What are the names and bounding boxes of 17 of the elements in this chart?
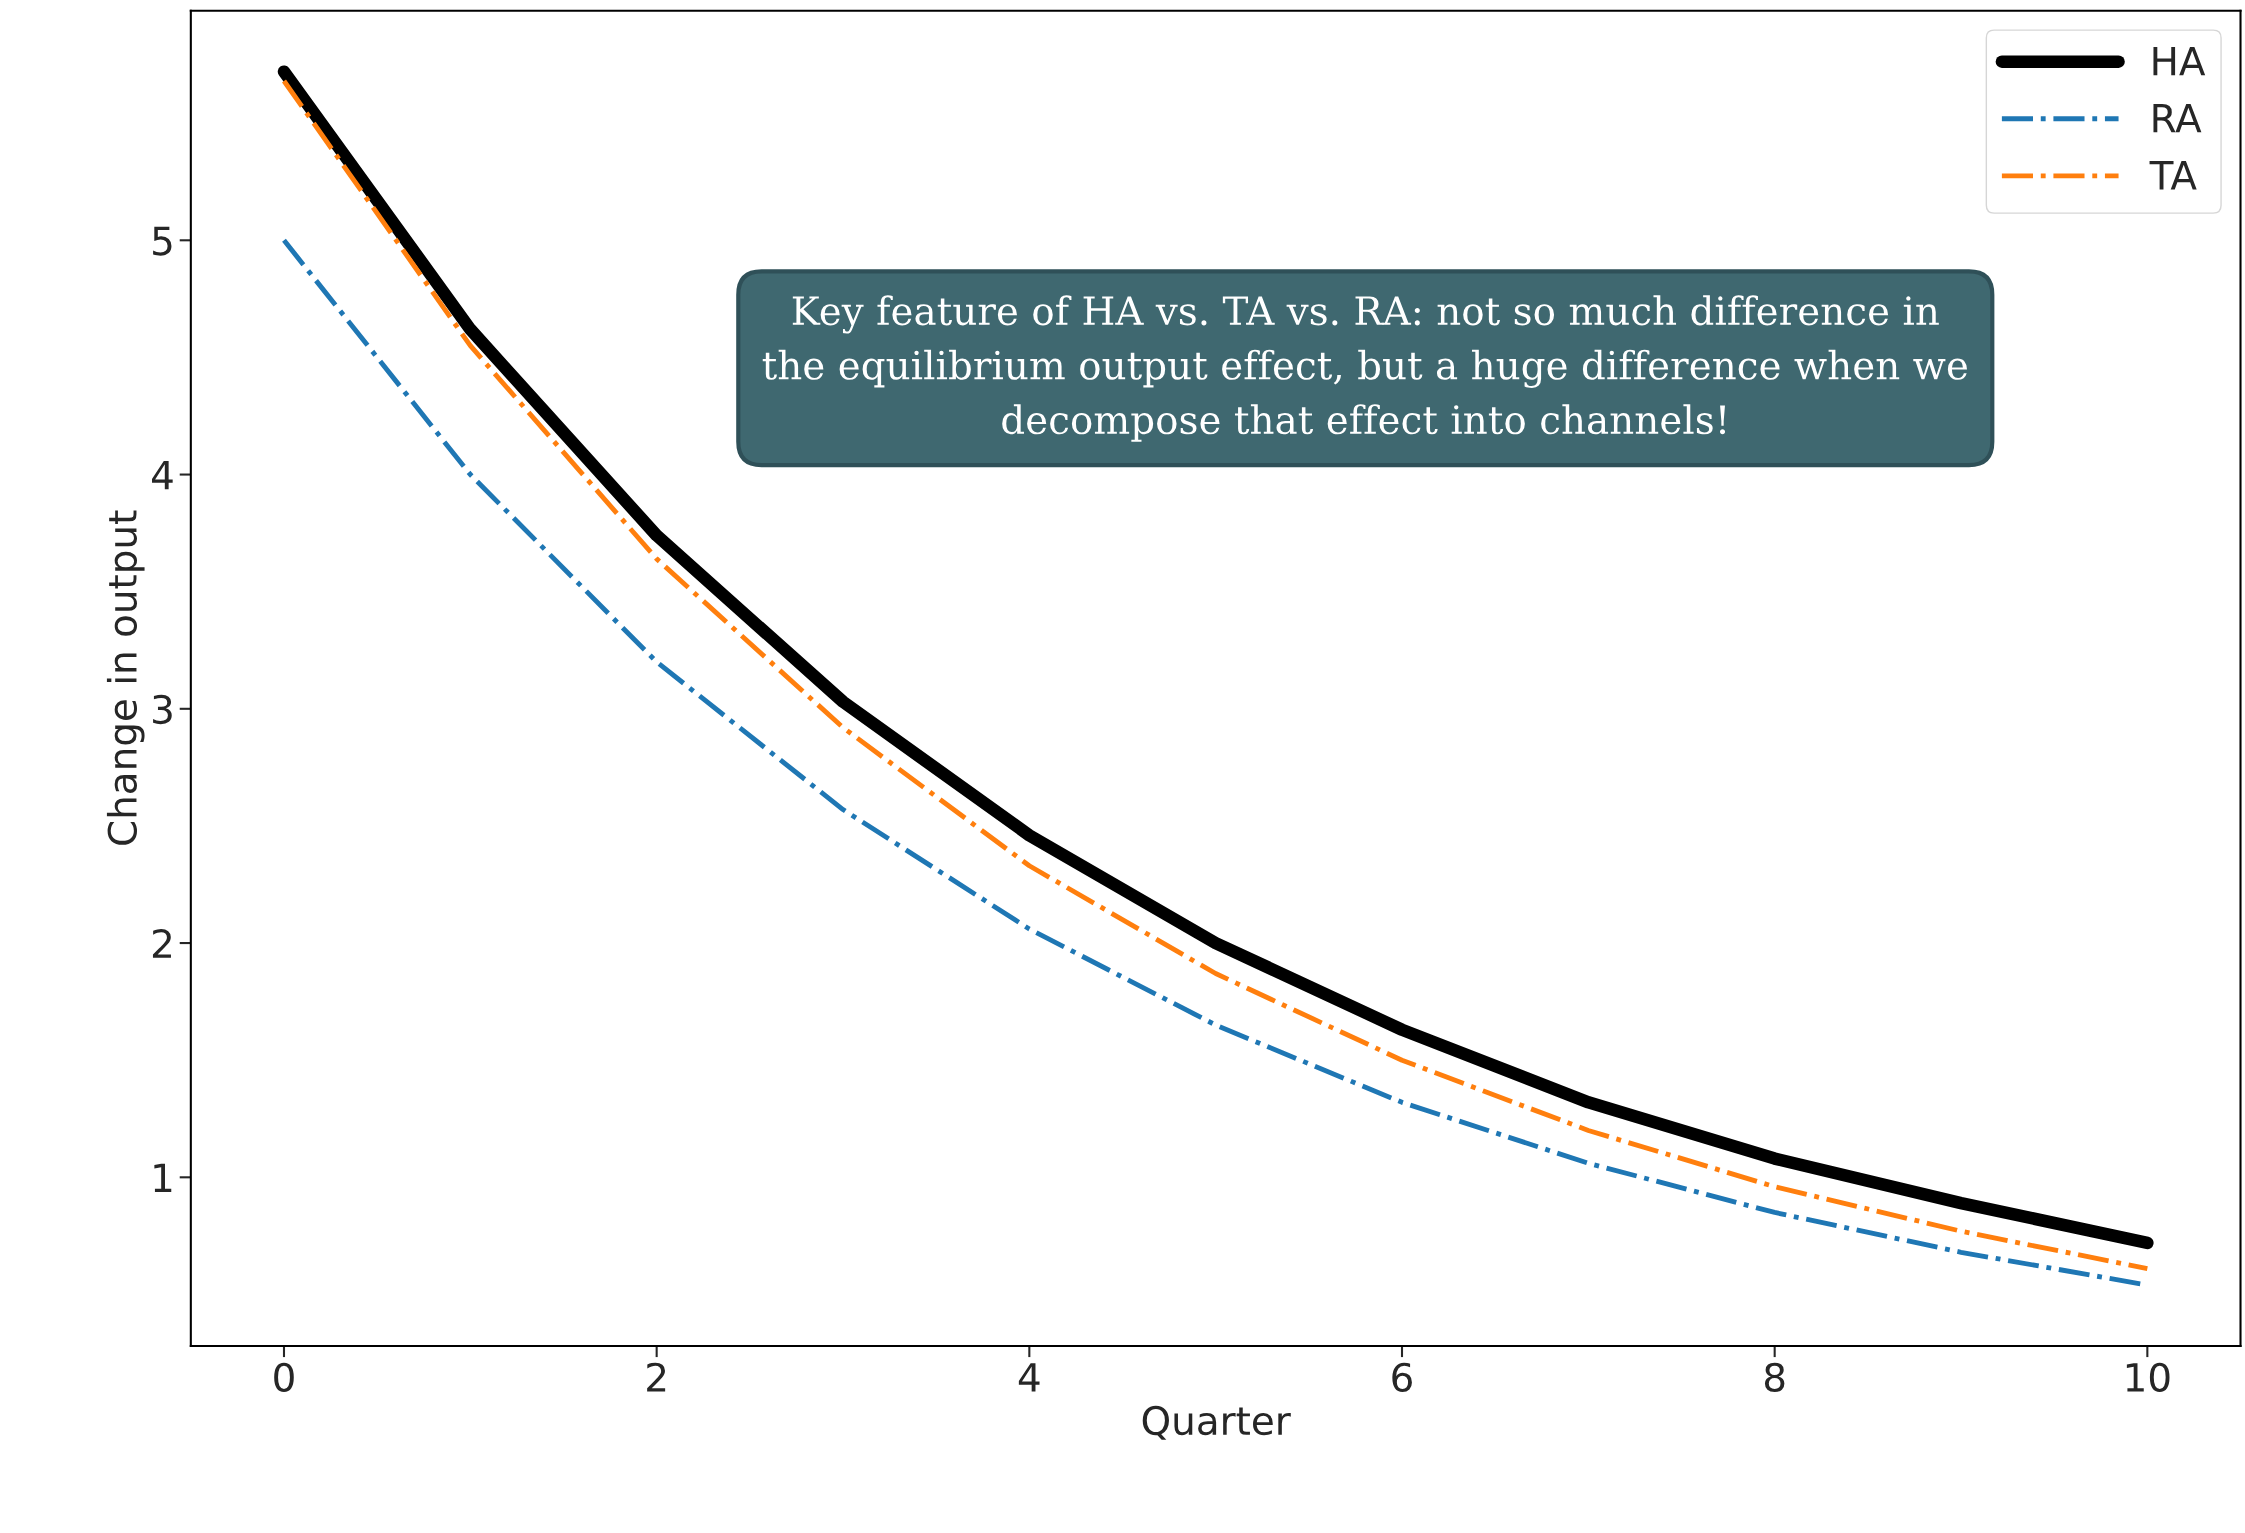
y-tick-label: 4 <box>152 460 173 490</box>
x-tick-label: 6 <box>1392 1362 1412 1393</box>
y-tick-label: 3 <box>153 694 172 725</box>
x-tick-label: 2 <box>647 1362 666 1392</box>
y-tick-label: 5 <box>153 226 172 256</box>
x-axis-title: Quarter <box>1142 1405 1291 1440</box>
y-tick-label: 2 <box>152 928 171 958</box>
x-tick-label: 4 <box>1018 1363 1040 1392</box>
annotation: Key feature of HA vs. TA vs. RA: not so much difference in the equilibrium output effect, but a huge difference when we decompose that effect into channels! <box>762 295 1968 442</box>
y-axis-title: Change in output <box>106 510 145 845</box>
legend-label: HA <box>2153 46 2206 76</box>
x-tick-label: 10 <box>2126 1362 2170 1393</box>
legend-label: TA <box>2149 161 2197 190</box>
x-tick-label: 8 <box>1764 1362 1785 1393</box>
y-tick-label: 1 <box>154 1163 172 1193</box>
x-tick-label: 0 <box>274 1362 294 1393</box>
legend-label: RA <box>2153 104 2202 133</box>
